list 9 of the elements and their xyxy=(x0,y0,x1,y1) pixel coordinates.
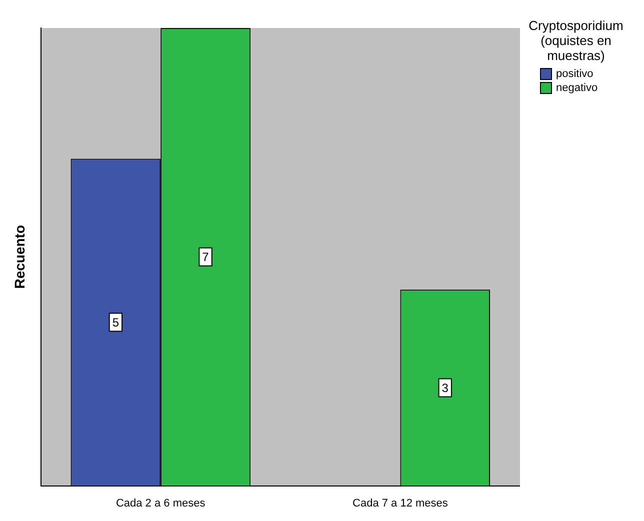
x-tick-label: Cada 7 a 12 meses xyxy=(352,497,448,510)
y-axis-title: Recuento xyxy=(11,225,28,289)
data-label: 7 xyxy=(202,250,210,264)
x-tick-label: Cada 2 a 6 meses xyxy=(116,497,206,510)
data-label: 5 xyxy=(112,316,120,330)
legend-label: positivo xyxy=(556,67,594,81)
legend-title: Cryptosporidium (oquistes en muestras) xyxy=(528,18,624,63)
legend-label: negativo xyxy=(556,81,598,95)
data-label: 3 xyxy=(442,381,449,396)
